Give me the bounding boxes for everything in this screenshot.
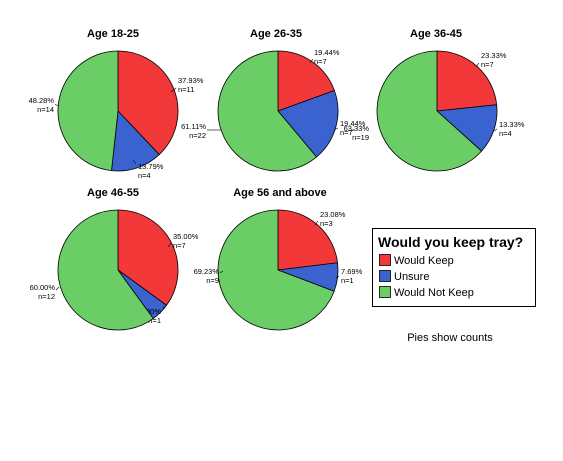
pie-slice-would-keep [436, 50, 498, 112]
pie-slice-would-keep [277, 209, 339, 271]
pie-slice-unsure [277, 89, 339, 158]
slice-count-label: n=19 [352, 133, 369, 142]
pie-title: Age 18-25 [87, 28, 139, 40]
legend-title: Would you keep tray? [378, 234, 523, 250]
slice-percent-label: 13.79% [138, 162, 164, 171]
slice-leader-line [493, 128, 498, 132]
pie-slice-would-keep [277, 50, 335, 112]
slice-leader-line [475, 62, 480, 68]
legend-item-would-keep: Would Keep [394, 255, 454, 267]
pie-slice-would-not-keep [217, 209, 335, 331]
pie-age-18-25: Age 18-25 37.93%n=11 13.79%n=4 48.28%n=14 [29, 28, 204, 180]
pie-slice-would-keep [117, 209, 179, 306]
slice-percent-label: 60.00% [30, 283, 56, 292]
pie-slice-unsure [111, 110, 160, 172]
slice-percent-label: 19.44% [314, 48, 340, 57]
slice-percent-label: 48.28% [29, 96, 55, 105]
slice-percent-label: 23.08% [320, 210, 346, 219]
pie-age-46-55: Age 46-55 35.00%n=7 5.00%n=1 60.00%n=12 [30, 187, 199, 331]
slice-percent-label: 5.00% [140, 307, 162, 316]
slice-count-label: n=14 [37, 105, 54, 114]
pie-title: Age 46-55 [87, 187, 139, 199]
slice-leader-line [170, 87, 177, 93]
legend-box [372, 228, 536, 307]
slice-percent-label: 63.33% [344, 124, 370, 133]
legend-item-would-not-keep: Would Not Keep [394, 287, 474, 299]
slice-leader-line [219, 270, 224, 274]
slice-count-label: n=7 [340, 128, 353, 137]
legend-swatch-would-keep [379, 254, 391, 266]
slice-count-label: n=7 [481, 60, 494, 69]
legend-swatch-would-not-keep [379, 286, 391, 298]
slice-count-label: n=12 [38, 292, 55, 301]
pie-slice-would-keep [117, 50, 179, 156]
slice-leader-line [167, 242, 172, 248]
slice-percent-label: 37.93% [178, 76, 204, 85]
slice-count-label: n=7 [173, 241, 186, 250]
slice-leader-line [314, 220, 319, 226]
slice-percent-label: 69.23% [194, 267, 220, 276]
slice-leader-line [162, 305, 165, 311]
slice-percent-label: 19.44% [340, 119, 366, 128]
slice-leader-line [132, 159, 137, 165]
slice-leader-line [54, 103, 59, 107]
slice-percent-label: 35.00% [173, 232, 199, 241]
pie-age-56-and-above: Age 56 and above 23.08%n=3 7.69%n=1 69.23%n… [194, 187, 363, 331]
pie-age-36-45: Age 36-45 23.33%n=7 13.33%n=4 63.33%n=19 [344, 28, 525, 172]
slice-leader-line [309, 58, 314, 64]
slice-count-label: n=22 [189, 131, 206, 140]
slice-count-label: n=11 [178, 85, 194, 94]
pie-title: Age 26-35 [250, 28, 302, 40]
slice-leader-line [335, 275, 340, 279]
pie-slice-would-not-keep [217, 50, 318, 172]
slice-count-label: n=4 [499, 129, 512, 138]
slice-count-label: n=7 [314, 57, 327, 66]
slice-leader-line [55, 286, 60, 291]
slice-percent-label: 61.11% [181, 122, 206, 131]
legend-swatch-unsure [379, 270, 391, 282]
slice-count-label: n=9 [206, 276, 219, 285]
slice-percent-label: 7.69% [341, 267, 363, 276]
slice-count-label: n=1 [148, 316, 161, 325]
slice-percent-label: 23.33% [481, 51, 507, 60]
slice-count-label: n=3 [320, 219, 333, 228]
pie-slice-would-not-keep [57, 209, 154, 331]
slice-count-label: n=1 [341, 276, 354, 285]
slice-count-label: n=4 [138, 171, 151, 180]
pie-title: Age 56 and above [233, 187, 327, 199]
chart-note: Pies show counts [407, 332, 493, 344]
pie-slice-would-not-keep [57, 50, 119, 172]
slice-leader-line [333, 127, 339, 131]
legend: Would you keep tray? Would Keep Unsure Woul… [372, 228, 536, 307]
legend-item-unsure: Unsure [394, 271, 429, 283]
pie-title: Age 36-45 [410, 28, 462, 40]
pie-slice-would-not-keep [376, 50, 483, 172]
slice-percent-label: 13.33% [499, 120, 525, 129]
